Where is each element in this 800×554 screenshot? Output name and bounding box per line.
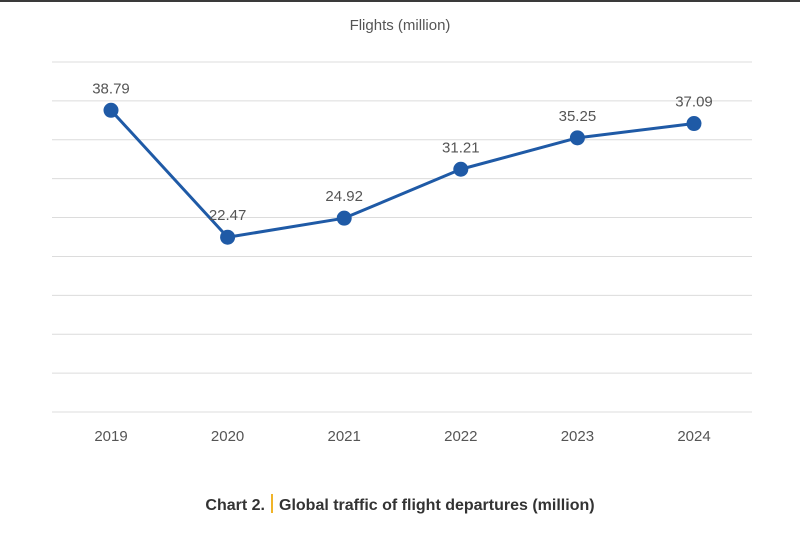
x-tick-label: 2022 [444, 428, 477, 445]
chart-title: Flights (million) [349, 17, 451, 34]
top-rule [0, 0, 800, 2]
data-point [220, 229, 236, 245]
data-point [103, 102, 119, 118]
data-label: 38.79 [92, 80, 130, 97]
data-point [569, 130, 585, 146]
caption-text: Global traffic of flight departures (mil… [279, 497, 595, 514]
data-label: 22.47 [209, 207, 247, 224]
data-label: 31.21 [442, 139, 480, 156]
data-point [336, 210, 352, 226]
chart-caption: Chart 2. Global traffic of flight departu… [0, 494, 800, 515]
data-label: 37.09 [675, 94, 713, 111]
x-tick-label: 2019 [94, 428, 127, 445]
caption-separator [271, 494, 273, 513]
data-point [686, 116, 702, 132]
x-tick-label: 2021 [328, 428, 361, 445]
data-point [453, 161, 469, 177]
data-label: 24.92 [325, 188, 363, 205]
x-tick-label: 2020 [211, 428, 244, 445]
data-label: 35.25 [559, 108, 597, 125]
x-tick-label: 2024 [677, 428, 710, 445]
caption-number: Chart 2. [205, 497, 265, 514]
series-line [109, 109, 695, 239]
x-tick-label: 2023 [561, 428, 594, 445]
